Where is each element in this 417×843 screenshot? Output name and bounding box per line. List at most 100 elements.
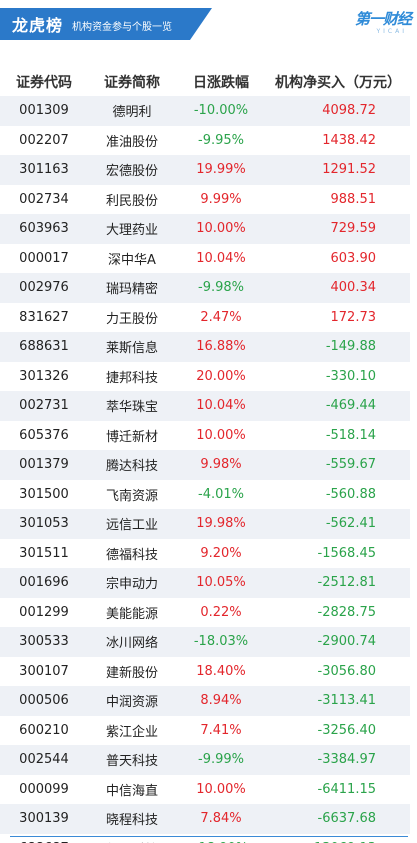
stock-name-cell: 德明利	[88, 96, 176, 126]
table-row: 300139 晓程科技 7.84% -6637.68	[0, 804, 410, 834]
stock-name-cell: 力王股份	[88, 302, 176, 332]
daily-change-cell: 9.98%	[176, 450, 266, 480]
stock-code-cell: 300533	[0, 627, 88, 657]
table-row: 600210 紫江企业 7.41% -3256.40	[0, 715, 410, 745]
net-buy-cell: -3256.40	[266, 715, 410, 745]
stock-name-cell: 中信海直	[88, 774, 176, 804]
table-body: 001309 德明利 -10.00% 4098.72 002207 准油股份 -9.95% 1…	[0, 96, 410, 843]
net-buy-cell: -13069.13	[266, 833, 410, 843]
daily-change-cell: 0.22%	[176, 597, 266, 627]
stock-code-cell: 603963	[0, 214, 88, 244]
table-row: 002544 普天科技 -9.99% -3384.97	[0, 745, 410, 775]
net-buy-cell: -6637.68	[266, 804, 410, 834]
net-buy-cell: -562.41	[266, 509, 410, 539]
net-buy-cell: -560.88	[266, 479, 410, 509]
daily-change-cell: 16.88%	[176, 332, 266, 362]
stock-code-cell: 000506	[0, 686, 88, 716]
stock-name-cell: 捷邦科技	[88, 361, 176, 391]
stock-name-cell: 远信工业	[88, 509, 176, 539]
stock-code-cell: 000017	[0, 243, 88, 273]
daily-change-cell: 18.40%	[176, 656, 266, 686]
stock-name-cell: 瑞玛精密	[88, 273, 176, 303]
net-buy-cell: 1438.42	[266, 125, 410, 155]
stock-code-cell: 301053	[0, 509, 88, 539]
column-header-code: 证券代码	[0, 68, 88, 96]
net-buy-cell: -330.10	[266, 361, 410, 391]
net-buy-cell: -3056.80	[266, 656, 410, 686]
net-buy-cell: -2900.74	[266, 627, 410, 657]
table-row: 002207 准油股份 -9.95% 1438.42	[0, 125, 410, 155]
title-bar	[0, 8, 190, 40]
stock-code-cell: 301326	[0, 361, 88, 391]
stock-name-cell: 德福科技	[88, 538, 176, 568]
bottom-divider	[10, 836, 408, 837]
header-banner: 龙虎榜 机构资金参与个股一览 第一财经 YICAI	[0, 0, 417, 50]
table-row: 002734 利民股份 9.99% 988.51	[0, 184, 410, 214]
stock-name-cell: 宗申动力	[88, 568, 176, 598]
stock-code-cell: 301511	[0, 538, 88, 568]
daily-change-cell: -9.98%	[176, 273, 266, 303]
stock-code-cell: 001696	[0, 568, 88, 598]
table-row: 605376 博迁新材 10.00% -518.14	[0, 420, 410, 450]
stock-name-cell: 飞南资源	[88, 479, 176, 509]
net-buy-cell: 729.59	[266, 214, 410, 244]
stock-name-cell: 建新股份	[88, 656, 176, 686]
daily-change-cell: 19.98%	[176, 509, 266, 539]
net-buy-cell: -2828.75	[266, 597, 410, 627]
daily-change-cell: 19.99%	[176, 155, 266, 185]
table-row: 002976 瑞玛精密 -9.98% 400.34	[0, 273, 410, 303]
net-buy-cell: 172.73	[266, 302, 410, 332]
net-buy-cell: -469.44	[266, 391, 410, 421]
table-row: 001299 美能能源 0.22% -2828.75	[0, 597, 410, 627]
daily-change-cell: -18.03%	[176, 627, 266, 657]
daily-change-cell: 10.04%	[176, 243, 266, 273]
stock-name-cell: 萃华珠宝	[88, 391, 176, 421]
daily-change-cell: 10.00%	[176, 214, 266, 244]
table-row: 301163 宏德股份 19.99% 1291.52	[0, 155, 410, 185]
stock-code-cell: 002544	[0, 745, 88, 775]
daily-change-cell: 10.05%	[176, 568, 266, 598]
table-row: 001379 腾达科技 9.98% -559.67	[0, 450, 410, 480]
table-header-row: 证券代码 证券简称 日涨跌幅 机构净买入（万元）	[0, 68, 410, 96]
logo-text: 第一财经	[354, 10, 412, 28]
table-row: 301511 德福科技 9.20% -1568.45	[0, 538, 410, 568]
daily-change-cell: 10.00%	[176, 420, 266, 450]
net-buy-cell: -3384.97	[266, 745, 410, 775]
stock-code-cell: 002731	[0, 391, 88, 421]
net-buy-cell: 603.90	[266, 243, 410, 273]
net-buy-cell: 988.51	[266, 184, 410, 214]
stock-code-cell: 600210	[0, 715, 88, 745]
table-row: 301326 捷邦科技 20.00% -330.10	[0, 361, 410, 391]
net-buy-cell: -3113.41	[266, 686, 410, 716]
stock-name-cell: 博迁新材	[88, 420, 176, 450]
daily-change-cell: -10.00%	[176, 96, 266, 126]
stock-code-cell: 688631	[0, 332, 88, 362]
table-row: 000017 深中华A 10.04% 603.90	[0, 243, 410, 273]
table-row: 301053 远信工业 19.98% -562.41	[0, 509, 410, 539]
stock-code-cell: 000099	[0, 774, 88, 804]
title-bar-tail	[190, 8, 212, 40]
table-row: 001309 德明利 -10.00% 4098.72	[0, 96, 410, 126]
table-row: 001696 宗申动力 10.05% -2512.81	[0, 568, 410, 598]
logo-subtext: YICAI	[376, 28, 407, 35]
daily-change-cell: -9.99%	[176, 745, 266, 775]
page-title: 龙虎榜	[12, 16, 64, 35]
yicai-logo: 第一财经 YICAI	[339, 8, 412, 35]
net-buy-cell: 4098.72	[266, 96, 410, 126]
stock-code-cell: 002976	[0, 273, 88, 303]
stock-name-cell: 准油股份	[88, 125, 176, 155]
net-buy-cell: -2512.81	[266, 568, 410, 598]
stock-name-cell: 宏德股份	[88, 155, 176, 185]
table-row: 300533 冰川网络 -18.03% -2900.74	[0, 627, 410, 657]
stock-code-cell: 605376	[0, 420, 88, 450]
stock-code-cell: 300107	[0, 656, 88, 686]
net-buy-cell: -1568.45	[266, 538, 410, 568]
stock-code-cell: 001299	[0, 597, 88, 627]
stock-name-cell: 深中华A	[88, 243, 176, 273]
daily-change-cell: 10.00%	[176, 774, 266, 804]
table-row: 300107 建新股份 18.40% -3056.80	[0, 656, 410, 686]
stock-name-cell: 凯因科技	[88, 833, 176, 843]
daily-change-cell: 10.04%	[176, 391, 266, 421]
table-row: 002731 萃华珠宝 10.04% -469.44	[0, 391, 410, 421]
table-row: 688687凯因科技-18.90%-13069.13	[0, 833, 410, 843]
